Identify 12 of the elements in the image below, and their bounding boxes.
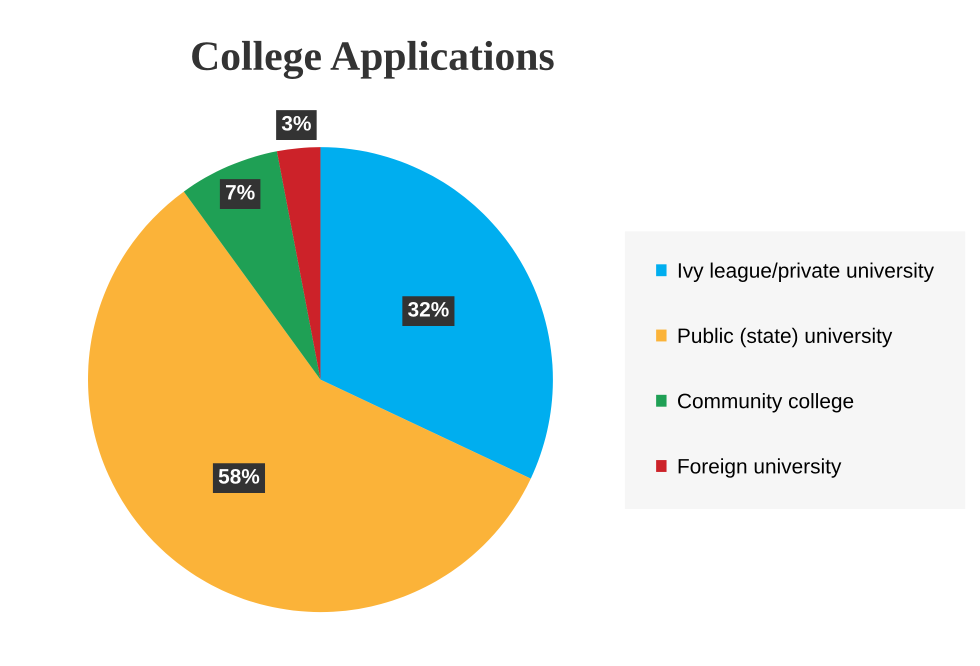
legend-label: Foreign university [678,458,842,478]
data-label: 7% [226,184,255,200]
legend-label: Ivy league/private university [678,262,934,282]
pie-slice [320,147,553,479]
data-label: 32% [408,302,449,317]
legend-label: Community college [678,393,854,412]
pie-slice [276,147,320,380]
data-label: 58% [218,468,260,484]
chart-title: College Applications [192,40,554,79]
data-label: 3% [282,116,311,131]
legend-label: Public (state) university [678,328,892,348]
pie-slice [184,151,320,380]
